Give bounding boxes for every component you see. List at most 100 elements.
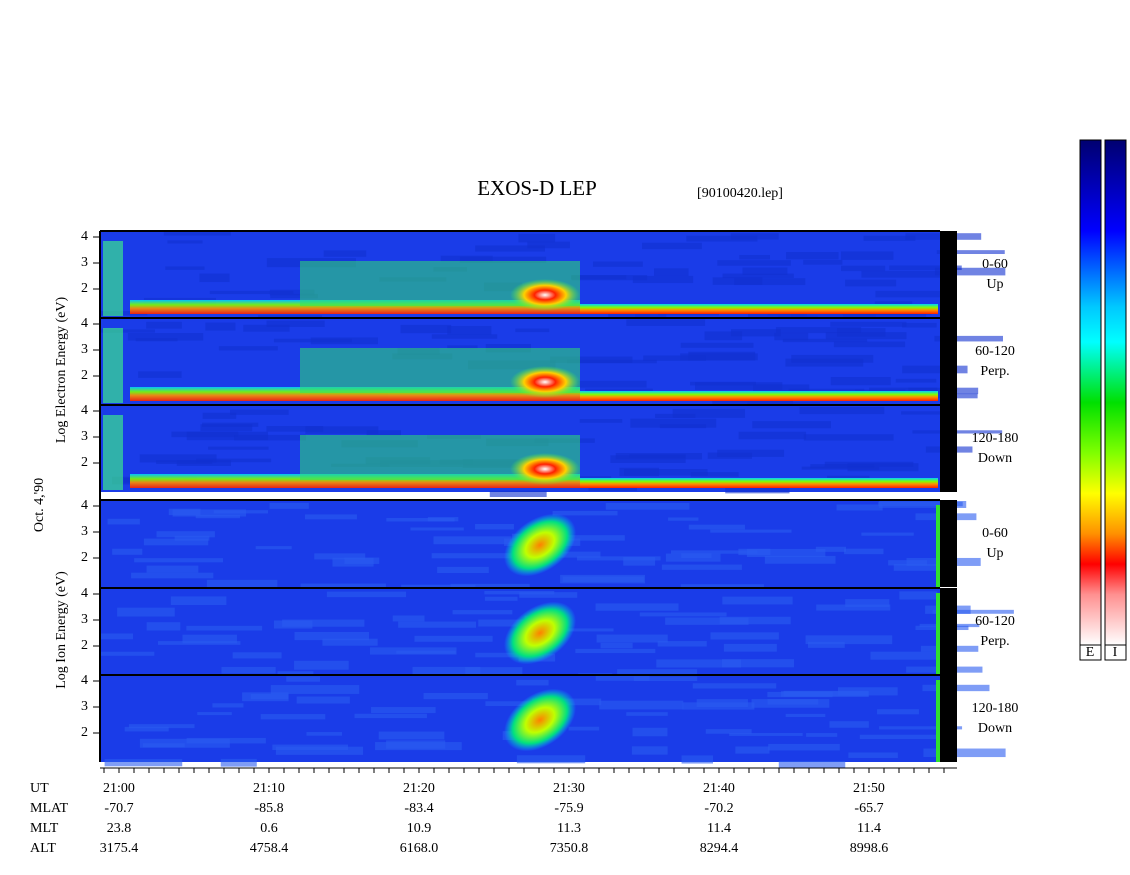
noise	[841, 265, 886, 272]
noise	[705, 729, 752, 734]
noise	[371, 707, 436, 714]
noise	[735, 746, 770, 754]
noise	[269, 502, 309, 509]
direction: Perp.	[980, 364, 1009, 379]
energy-tick-label: 3	[81, 255, 88, 270]
noise	[932, 609, 1014, 614]
edge-black	[940, 231, 957, 318]
noise	[791, 310, 876, 318]
edge-black	[940, 500, 957, 587]
energy-tick-label: 2	[81, 455, 88, 470]
noise	[518, 233, 556, 243]
noise	[768, 743, 840, 751]
noise	[825, 332, 907, 340]
noise	[143, 538, 209, 546]
noise	[902, 365, 968, 374]
noise	[803, 259, 843, 265]
noise	[294, 660, 349, 670]
noise	[326, 591, 407, 598]
row-label: MLAT	[30, 801, 69, 816]
noise	[600, 642, 633, 649]
noise	[690, 472, 739, 477]
blob	[503, 513, 577, 577]
electron-axis-label: Log Electron Energy (eV)	[54, 297, 69, 444]
noise	[803, 434, 894, 441]
colorbar-label-box	[1079, 644, 1102, 661]
row-value: 21:20	[403, 781, 435, 796]
noise	[721, 659, 795, 668]
noise	[690, 381, 756, 386]
noise	[366, 430, 401, 436]
noise	[785, 713, 826, 718]
noise	[704, 331, 743, 341]
energy-tick-label: 4	[81, 229, 88, 244]
noise	[218, 346, 278, 351]
noise	[209, 290, 294, 295]
direction: Down	[978, 721, 1012, 736]
noise	[305, 426, 379, 434]
row-value: -65.7	[854, 801, 883, 816]
row-value: -70.7	[104, 801, 133, 816]
row-label: MLT	[30, 821, 59, 836]
noise	[131, 572, 214, 579]
noise	[680, 342, 754, 348]
noise	[632, 275, 694, 284]
noise	[266, 426, 324, 432]
noise	[588, 487, 637, 491]
energy-tick-label: 3	[81, 699, 88, 714]
band	[103, 328, 123, 403]
noise	[752, 421, 831, 429]
noise	[596, 634, 668, 643]
noise	[527, 241, 570, 249]
noise	[220, 758, 257, 767]
noise	[725, 486, 790, 494]
noise	[717, 260, 791, 266]
noise	[139, 738, 230, 748]
noise	[848, 752, 898, 758]
noise	[182, 634, 237, 644]
noise	[437, 566, 489, 574]
noise	[138, 371, 182, 378]
row-value: 21:40	[703, 781, 735, 796]
edge-black	[940, 675, 957, 762]
noise	[875, 290, 945, 298]
noise	[156, 531, 215, 538]
ion-axis-label: Log Ion Energy (eV)	[54, 571, 69, 689]
noise	[738, 431, 807, 440]
noise	[212, 703, 244, 708]
noise	[934, 267, 1006, 276]
noise	[270, 293, 318, 299]
noise	[260, 714, 326, 720]
noise	[199, 273, 230, 283]
noise	[272, 744, 349, 751]
noise	[742, 267, 788, 275]
noise	[799, 406, 885, 415]
noise	[576, 380, 647, 388]
noise	[730, 329, 781, 337]
noise	[775, 327, 862, 334]
noise	[807, 641, 845, 648]
noise	[306, 732, 343, 736]
noise	[196, 458, 272, 463]
noise	[764, 555, 836, 564]
noise	[266, 320, 325, 327]
pitch-angle: 0-60	[982, 526, 1008, 541]
pitch-angle: 60-120	[975, 344, 1015, 359]
band	[103, 241, 123, 316]
colorbar	[1104, 139, 1127, 646]
noise	[840, 251, 894, 260]
noise	[100, 651, 155, 656]
noise	[661, 564, 742, 570]
noise	[156, 460, 213, 465]
noise	[559, 535, 625, 541]
noise	[893, 564, 957, 571]
edge	[936, 593, 941, 675]
noise	[400, 324, 452, 334]
noise	[519, 592, 578, 598]
noise	[595, 675, 650, 681]
noise	[186, 737, 266, 744]
row-value: 4758.4	[250, 841, 289, 856]
energy-tick-label: 2	[81, 725, 88, 740]
noise	[619, 467, 660, 477]
noise	[786, 252, 839, 260]
